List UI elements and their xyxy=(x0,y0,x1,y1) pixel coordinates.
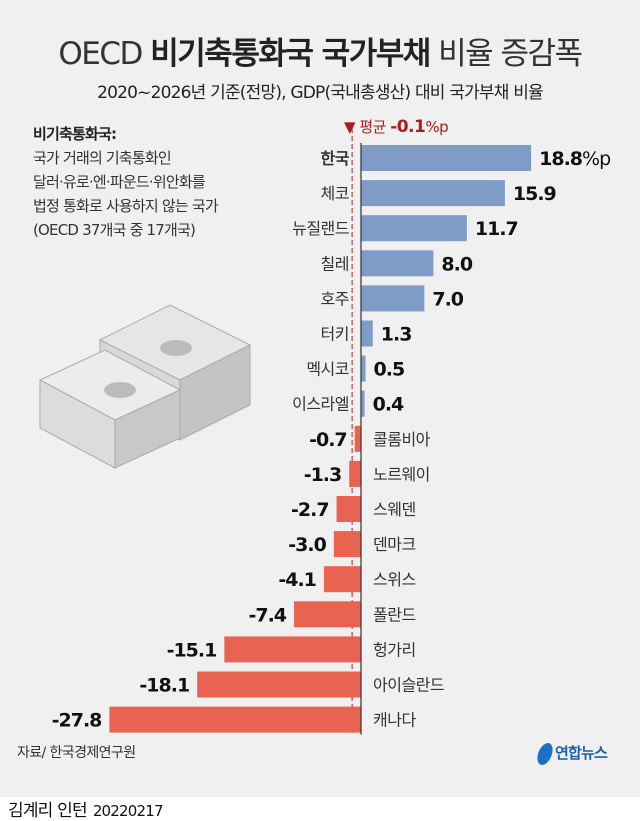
bar xyxy=(109,706,361,733)
category-label: 멕시코 xyxy=(306,360,349,379)
value-label: -7.4 xyxy=(248,604,286,626)
note-line: 법정 통화로 사용하지 않는 국가 xyxy=(33,197,219,215)
value-label: -1.3 xyxy=(304,464,342,486)
bar xyxy=(349,460,361,487)
definition-note: 비기축통화국: 국가 거래의 기축통화인 달러·유로·엔·파운드·위안화를 법정… xyxy=(33,122,219,242)
bar xyxy=(294,601,361,628)
note-heading: 비기축통화국: xyxy=(33,125,117,143)
category-label: 아이슬란드 xyxy=(373,676,444,695)
category-label: 체코 xyxy=(321,184,349,203)
bar xyxy=(354,425,361,452)
value-label: 0.4 xyxy=(373,394,404,416)
bar xyxy=(224,636,361,663)
bar xyxy=(361,390,365,417)
bar xyxy=(361,180,505,207)
category-label: 터키 xyxy=(321,325,349,344)
average-text: 평균 xyxy=(359,118,386,136)
category-label: 스웨덴 xyxy=(373,500,416,519)
title-bold: 비기축통화국 국가부채 xyxy=(150,36,431,72)
title-suffix: 비율 증감폭 xyxy=(438,36,583,72)
note-line: 달러·유로·엔·파운드·위안화를 xyxy=(33,173,206,191)
category-label: 칠레 xyxy=(321,254,349,273)
value-label: 0.5 xyxy=(374,359,405,381)
bar xyxy=(333,531,361,558)
logo-text: 연합뉴스 xyxy=(555,744,608,762)
value-label: 15.9 xyxy=(513,183,556,205)
value-label: 7.0 xyxy=(432,288,463,310)
value-label: -4.1 xyxy=(278,569,316,591)
value-label: 8.0 xyxy=(441,253,472,275)
note-line: (OECD 37개국 중 17개국) xyxy=(33,221,196,239)
value-label: 11.7 xyxy=(475,218,518,240)
bar xyxy=(323,566,361,593)
value-label: -3.0 xyxy=(288,534,326,556)
category-label: 뉴질랜드 xyxy=(292,219,349,238)
category-label: 캐나다 xyxy=(373,711,416,730)
value-label: -15.1 xyxy=(167,639,217,661)
bar xyxy=(361,145,532,171)
category-label: 덴마크 xyxy=(373,535,416,554)
category-label: 이스라엘 xyxy=(292,395,349,414)
average-value: -0.1 xyxy=(390,117,426,137)
category-label: 헝가리 xyxy=(373,640,416,659)
category-label: 콜롬비아 xyxy=(373,430,431,449)
category-label: 한국 xyxy=(321,149,350,168)
bar xyxy=(361,215,467,242)
bar xyxy=(361,320,373,347)
chart-title: OECD 비기축통화국 국가부채 비율 증감폭 xyxy=(0,28,640,73)
unit-label: %p xyxy=(582,148,611,170)
average-label: ▼ 평균 -0.1%p xyxy=(344,117,449,137)
bar xyxy=(361,250,434,277)
logo-mark-icon xyxy=(535,742,555,765)
value-label: -0.7 xyxy=(309,429,347,451)
bar xyxy=(336,496,361,522)
category-label: 호주 xyxy=(321,289,349,308)
title-prefix: OECD xyxy=(58,36,143,72)
yonhap-logo: 연합뉴스 xyxy=(535,742,608,765)
bar xyxy=(197,671,361,698)
bar xyxy=(361,285,425,312)
bar xyxy=(361,355,366,382)
category-label: 폴란드 xyxy=(373,605,416,624)
value-label: -2.7 xyxy=(291,499,329,521)
chart-subtitle: 2020~2026년 기준(전망), GDP(국내총생산) 대비 국가부채 비율 xyxy=(97,83,544,103)
value-label: -18.1 xyxy=(139,675,189,697)
value-label: 1.3 xyxy=(381,324,412,346)
date: 20220217 xyxy=(92,802,164,820)
money-stack xyxy=(38,304,252,469)
average-unit: %p xyxy=(425,118,449,136)
value-label: -27.8 xyxy=(52,710,103,732)
category-label: 노르웨이 xyxy=(373,465,430,484)
note-line: 국가 거래의 기축통화인 xyxy=(33,149,172,167)
source-text: 자료/ 한국경제연구원 xyxy=(17,745,136,761)
value-label: 18.8%p xyxy=(539,148,611,170)
author: 김계리 인턴 xyxy=(8,801,88,821)
category-label: 스위스 xyxy=(373,570,416,589)
byline: 김계리 인턴 20220217 xyxy=(8,796,164,821)
